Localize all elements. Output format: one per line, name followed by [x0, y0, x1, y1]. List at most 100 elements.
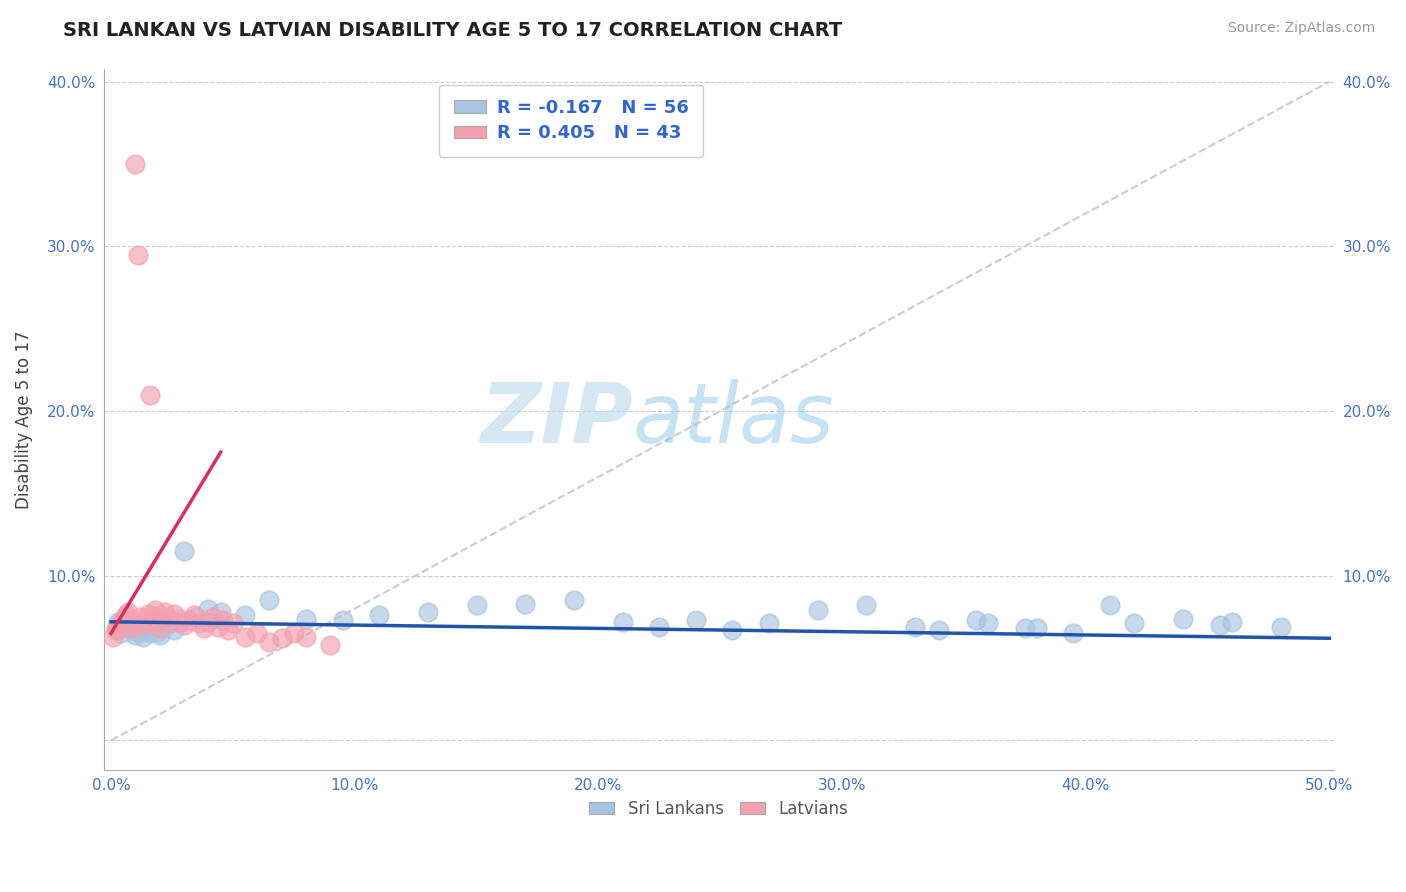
Point [143, 603, 166, 617]
Point [246, 626, 269, 640]
Point [193, 621, 215, 635]
Point [107, 615, 129, 629]
Point [1062, 626, 1084, 640]
Point [212, 613, 235, 627]
Point [167, 616, 190, 631]
Text: Source: ZipAtlas.com: Source: ZipAtlas.com [1227, 21, 1375, 35]
Point [127, 247, 149, 261]
Point [110, 615, 132, 629]
Point [1098, 599, 1121, 613]
Point [807, 603, 830, 617]
Point [136, 616, 159, 631]
Point [120, 623, 142, 637]
Point [124, 157, 146, 171]
Point [122, 618, 145, 632]
Point [136, 607, 159, 621]
Point [217, 623, 239, 637]
Point [186, 610, 208, 624]
Point [295, 611, 318, 625]
Point [197, 615, 219, 629]
Point [127, 624, 149, 639]
Point [173, 544, 195, 558]
Point [104, 621, 127, 635]
Point [114, 620, 136, 634]
Text: ZIP: ZIP [481, 379, 633, 459]
Point [465, 599, 488, 613]
Point [104, 623, 127, 637]
Point [163, 607, 186, 621]
Point [965, 613, 987, 627]
Point [1270, 620, 1292, 634]
Point [368, 608, 391, 623]
Point [928, 623, 950, 637]
Point [107, 620, 129, 634]
Point [183, 608, 205, 623]
Point [129, 620, 152, 634]
Point [159, 615, 181, 629]
Point [187, 616, 209, 631]
Text: SRI LANKAN VS LATVIAN DISABILITY AGE 5 TO 17 CORRELATION CHART: SRI LANKAN VS LATVIAN DISABILITY AGE 5 T… [63, 21, 842, 39]
Point [117, 613, 139, 627]
Point [197, 601, 219, 615]
Point [117, 605, 139, 619]
Point [233, 630, 256, 644]
Point [131, 618, 153, 632]
Point [319, 638, 342, 652]
Point [112, 611, 135, 625]
Point [167, 611, 190, 625]
Point [103, 630, 125, 644]
Point [153, 620, 176, 634]
Point [270, 632, 292, 646]
Point [134, 623, 156, 637]
Point [141, 608, 163, 623]
Point [648, 620, 671, 634]
Point [150, 610, 173, 624]
Point [114, 608, 136, 623]
Point [1171, 611, 1194, 625]
Point [1220, 615, 1243, 629]
Point [131, 630, 153, 644]
Point [149, 621, 172, 635]
Point [758, 616, 780, 631]
Point [122, 615, 145, 629]
Legend: Sri Lankans, Latvians: Sri Lankans, Latvians [582, 794, 855, 825]
Point [134, 613, 156, 627]
Point [202, 610, 225, 624]
Point [332, 613, 354, 627]
Point [143, 615, 166, 629]
Point [177, 613, 200, 627]
Point [153, 605, 176, 619]
Point [163, 623, 186, 637]
Point [904, 620, 927, 634]
Point [146, 624, 169, 639]
Point [1123, 616, 1146, 631]
Point [110, 626, 132, 640]
Point [173, 618, 195, 632]
Point [222, 616, 245, 631]
Point [209, 605, 232, 619]
Point [120, 621, 142, 635]
Point [562, 593, 585, 607]
Text: atlas: atlas [633, 379, 834, 459]
Point [139, 626, 162, 640]
Point [283, 626, 305, 640]
Point [977, 616, 1000, 631]
Point [139, 387, 162, 401]
Point [233, 608, 256, 623]
Point [112, 616, 135, 631]
Point [1025, 621, 1047, 635]
Point [295, 630, 318, 644]
Y-axis label: Disability Age 5 to 17: Disability Age 5 to 17 [15, 330, 32, 508]
Point [685, 613, 707, 627]
Point [515, 597, 537, 611]
Point [141, 621, 163, 635]
Point [259, 634, 281, 648]
Point [149, 628, 172, 642]
Point [146, 615, 169, 629]
Point [207, 620, 229, 634]
Point [416, 605, 439, 619]
Point [855, 599, 877, 613]
Point [1014, 621, 1036, 635]
Point [129, 610, 152, 624]
Point [259, 593, 281, 607]
